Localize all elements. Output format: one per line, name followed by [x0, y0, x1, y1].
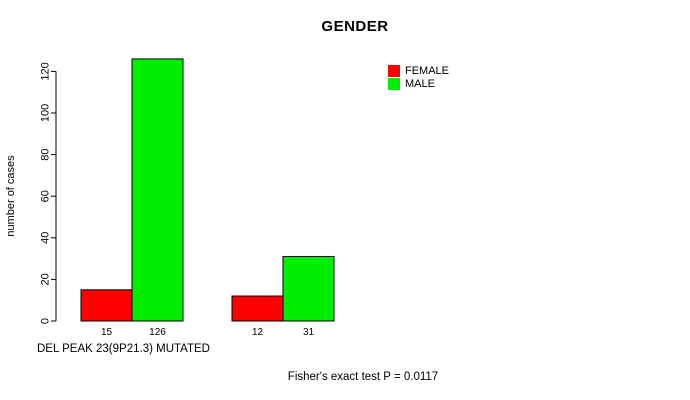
y-tick-label: 0: [40, 318, 52, 324]
y-tick-label: 40: [40, 232, 52, 244]
x-axis-label: DEL PEAK 23(9P21.3) MUTATED: [37, 343, 210, 355]
legend-label-female: FEMALE: [405, 65, 450, 77]
y-tick-label: 60: [40, 190, 52, 202]
y-tick-label: 20: [40, 273, 52, 285]
bar-male-group2: [282, 256, 335, 322]
y-tick-label: 100: [40, 104, 52, 122]
bar-female-group1: [80, 289, 133, 322]
bar-female-group2: [231, 295, 284, 322]
bar-value-label: 31: [303, 327, 315, 338]
legend-item-male: MALE: [388, 78, 449, 90]
male-color-swatch: [388, 78, 400, 90]
bar-value-label: 12: [252, 327, 264, 338]
bar-value-label: 126: [149, 327, 166, 338]
female-color-swatch: [388, 65, 400, 77]
y-tick-label: 80: [40, 148, 52, 160]
bar-value-label: 15: [101, 327, 113, 338]
y-tick-label: 120: [40, 62, 52, 80]
legend-label-male: MALE: [405, 78, 435, 90]
chart-title: GENDER: [321, 18, 389, 35]
legend: FEMALE MALE: [388, 65, 449, 90]
fisher-test-annotation: Fisher's exact test P = 0.0117: [287, 371, 439, 383]
bar-male-group1: [131, 58, 184, 322]
legend-item-female: FEMALE: [388, 65, 449, 77]
